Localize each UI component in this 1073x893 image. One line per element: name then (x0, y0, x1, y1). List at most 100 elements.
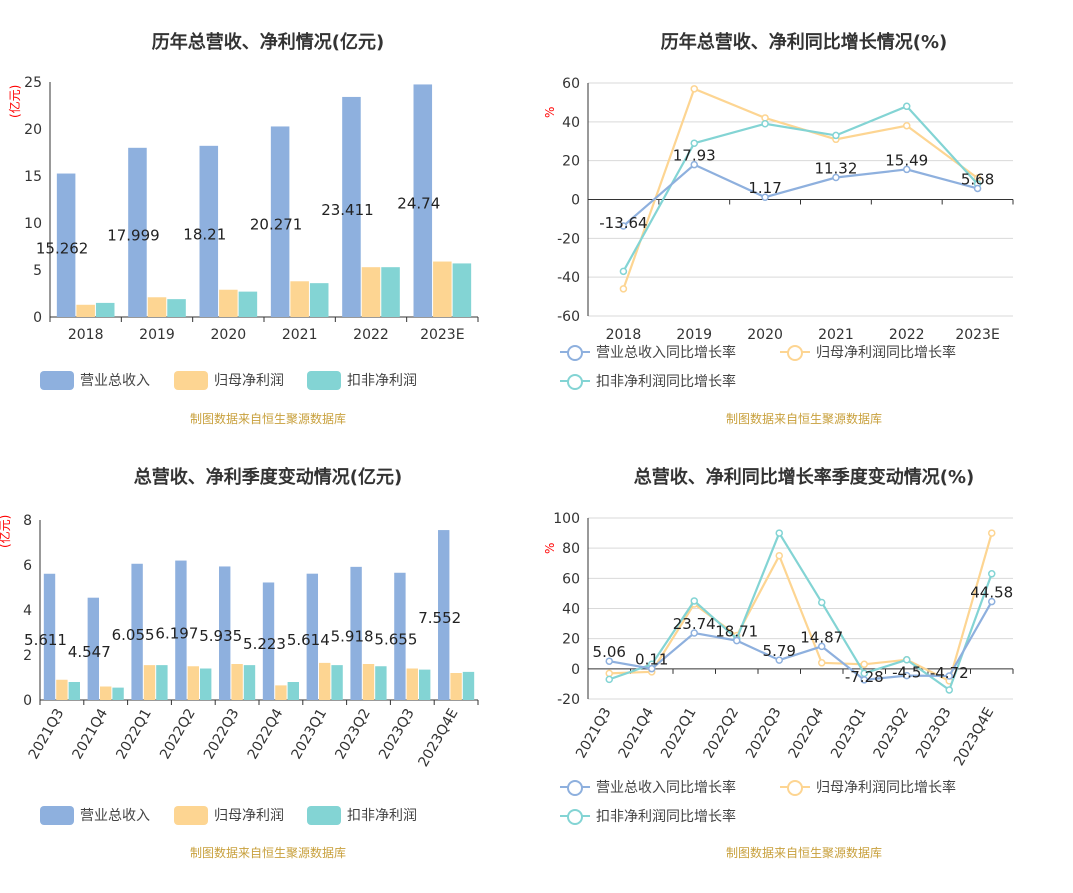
legend-item-net-profit-growth[interactable]: 归母净利润同比增长率 (780, 777, 956, 797)
x-tick-label: 2023Q4E (416, 706, 462, 770)
bar-deducted-profit (462, 671, 475, 700)
legend-label: 归母净利润 (214, 808, 284, 824)
legend-item-deducted-profit-growth[interactable]: 扣非净利润同比增长率 (560, 371, 736, 391)
revenue-growth-line (622, 163, 978, 227)
y-tick-label: 0 (571, 662, 580, 678)
data-point (988, 597, 996, 606)
quarterly-growth-panel: 总营收、净利同比增长率季度变动情况(%) % -20 0 20 40 60 80 100 20… (536, 446, 1072, 892)
bar-net-profit (76, 304, 95, 317)
data-point (903, 121, 911, 130)
legend-label: 扣非净利润同比增长率 (596, 374, 736, 390)
bar-net-profit (56, 679, 68, 700)
x-tick-label: 2022Q3 (743, 705, 785, 761)
x-tick-label: 2022Q3 (201, 706, 243, 762)
data-point (733, 636, 741, 645)
legend-item-revenue[interactable]: 营业总收入 (40, 370, 150, 390)
data-label: 23.411 (321, 201, 374, 219)
y-tick-label: 20 (24, 122, 42, 138)
data-label: 5.79 (763, 642, 796, 660)
legend-swatch (560, 780, 590, 796)
data-label: 23.74 (673, 615, 716, 633)
data-point (945, 686, 953, 694)
y-tick-label: 0 (571, 193, 580, 209)
y-tick-label: -40 (557, 270, 580, 286)
x-tick-label: 2022 (889, 327, 925, 340)
data-label: 1.17 (748, 179, 781, 197)
bar-net-profit (362, 664, 375, 700)
legend-item-net-profit[interactable]: 归母净利润 (174, 370, 284, 390)
y-tick-label: 5 (33, 263, 42, 279)
data-label: 20.271 (250, 216, 303, 234)
data-point (619, 267, 628, 276)
data-point (761, 120, 769, 128)
data-point (818, 598, 826, 607)
legend-label: 归母净利润 (214, 373, 284, 389)
legend: 营业总收入同比增长率 归母净利润同比增长率 扣非净利润同比增长率 (536, 342, 1072, 392)
data-label: 5.614 (287, 631, 330, 649)
legend: 营业总收入 归母净利润 扣非净利润 (0, 805, 536, 829)
y-tick-label: 60 (562, 571, 580, 587)
data-point (619, 285, 628, 293)
legend-item-revenue-growth[interactable]: 营业总收入同比增长率 (560, 342, 736, 362)
bar-deducted-profit (309, 283, 329, 317)
legend-swatch (780, 345, 810, 361)
data-label: 15.262 (36, 239, 89, 257)
legend-swatch (560, 809, 590, 825)
x-tick-label: 2023E (955, 327, 999, 340)
x-tick-label: 2021Q3 (26, 706, 68, 762)
legend-item-net-profit[interactable]: 归母净利润 (174, 805, 284, 825)
bar-revenue (131, 563, 143, 700)
legend-item-deducted-profit[interactable]: 扣非净利润 (307, 805, 417, 825)
bar-net-profit (290, 281, 309, 317)
bar-revenue (394, 572, 406, 700)
y-tick-label: -60 (557, 309, 580, 325)
bar-net-profit (147, 297, 167, 317)
y-tick-label: 25 (24, 75, 42, 91)
x-tick-label: 2018 (606, 327, 642, 340)
legend-item-revenue[interactable]: 营业总收入 (40, 805, 150, 825)
x-tick-label: 2020 (747, 327, 783, 340)
x-tick-label: 2019 (139, 327, 175, 343)
data-point (690, 160, 698, 169)
bar-deducted-profit (331, 665, 343, 700)
chart-title: 总营收、净利季度变动情况(亿元) (133, 467, 403, 488)
bar-net-profit (450, 673, 462, 700)
bar-deducted-profit (243, 665, 256, 700)
bar-net-profit (219, 289, 238, 317)
bar-deducted-profit (287, 682, 299, 700)
bar-net-profit (100, 686, 112, 700)
data-label: -4.5 (892, 664, 921, 682)
bar-net-profit (275, 685, 287, 700)
bar-net-profit (433, 261, 452, 317)
data-point (945, 672, 953, 680)
bar-deducted-profit (95, 302, 115, 317)
data-point (648, 664, 656, 673)
data-point (761, 193, 769, 201)
source-note: 制图数据来自恒生聚源数据库 (725, 412, 882, 426)
legend-swatch (780, 780, 810, 796)
legend-label: 营业总收入同比增长率 (596, 345, 736, 361)
legend-item-deducted-profit[interactable]: 扣非净利润 (307, 370, 417, 390)
legend-item-net-profit-growth[interactable]: 归母净利润同比增长率 (780, 342, 956, 362)
legend: 营业总收入 归母净利润 扣非净利润 (0, 370, 536, 394)
bar-deducted-profit (156, 665, 168, 700)
y-tick-label: 20 (562, 154, 580, 170)
y-tick-label: -20 (557, 231, 580, 247)
data-label: 5.655 (374, 630, 417, 648)
bar-net-profit (231, 664, 243, 700)
net-profit-growth-line (622, 87, 979, 290)
data-point (690, 139, 698, 147)
bar-revenue (438, 530, 450, 700)
x-tick-label: 2021Q3 (573, 705, 615, 761)
data-point (775, 656, 783, 664)
data-label: 5.935 (199, 627, 242, 645)
data-label: 0.11 (635, 651, 668, 669)
data-label: 14.87 (800, 628, 843, 646)
data-point (690, 629, 698, 637)
data-point (775, 529, 783, 537)
source-note: 制图数据来自恒生聚源数据库 (725, 846, 882, 860)
data-label: 4.547 (68, 643, 111, 661)
y-tick-label: 100 (553, 511, 580, 527)
legend-item-deducted-profit-growth[interactable]: 扣非净利润同比增长率 (560, 806, 736, 826)
legend-item-revenue-growth[interactable]: 营业总收入同比增长率 (560, 777, 736, 797)
